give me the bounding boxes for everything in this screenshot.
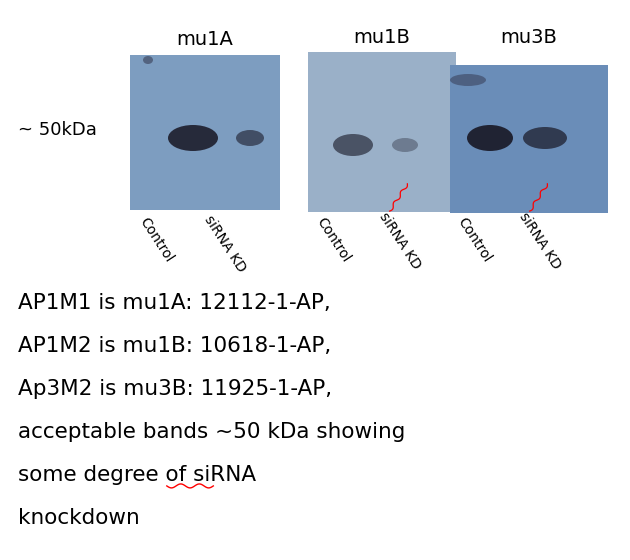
- FancyBboxPatch shape: [130, 55, 280, 210]
- Ellipse shape: [523, 127, 567, 149]
- Text: AP1M1 is mu1A: 12112-1-AP,: AP1M1 is mu1A: 12112-1-AP,: [18, 293, 331, 313]
- Text: Ap3M2 is mu3B: 11925-1-AP,: Ap3M2 is mu3B: 11925-1-AP,: [18, 379, 332, 399]
- Ellipse shape: [236, 130, 264, 146]
- Text: acceptable bands ~50 kDa showing: acceptable bands ~50 kDa showing: [18, 422, 405, 442]
- Text: mu3B: mu3B: [501, 28, 558, 47]
- Text: Control: Control: [313, 215, 352, 265]
- Ellipse shape: [143, 56, 153, 64]
- Text: some degree of siRNA: some degree of siRNA: [18, 465, 256, 485]
- Text: siRNA KD: siRNA KD: [516, 210, 563, 272]
- Text: Control: Control: [136, 215, 175, 265]
- Text: mu1A: mu1A: [176, 30, 234, 49]
- Ellipse shape: [333, 134, 373, 156]
- Ellipse shape: [450, 74, 486, 86]
- Ellipse shape: [467, 125, 513, 151]
- Ellipse shape: [392, 138, 418, 152]
- Text: knockdown: knockdown: [18, 508, 140, 528]
- Text: Control: Control: [454, 215, 493, 265]
- FancyBboxPatch shape: [308, 52, 456, 212]
- Text: siRNA KD: siRNA KD: [201, 213, 248, 275]
- Text: ~ 50kDa: ~ 50kDa: [18, 121, 97, 139]
- Text: mu1B: mu1B: [353, 28, 410, 47]
- Text: siRNA KD: siRNA KD: [376, 210, 423, 272]
- Text: AP1M2 is mu1B: 10618-1-AP,: AP1M2 is mu1B: 10618-1-AP,: [18, 336, 331, 356]
- Ellipse shape: [168, 125, 218, 151]
- FancyBboxPatch shape: [450, 65, 608, 213]
